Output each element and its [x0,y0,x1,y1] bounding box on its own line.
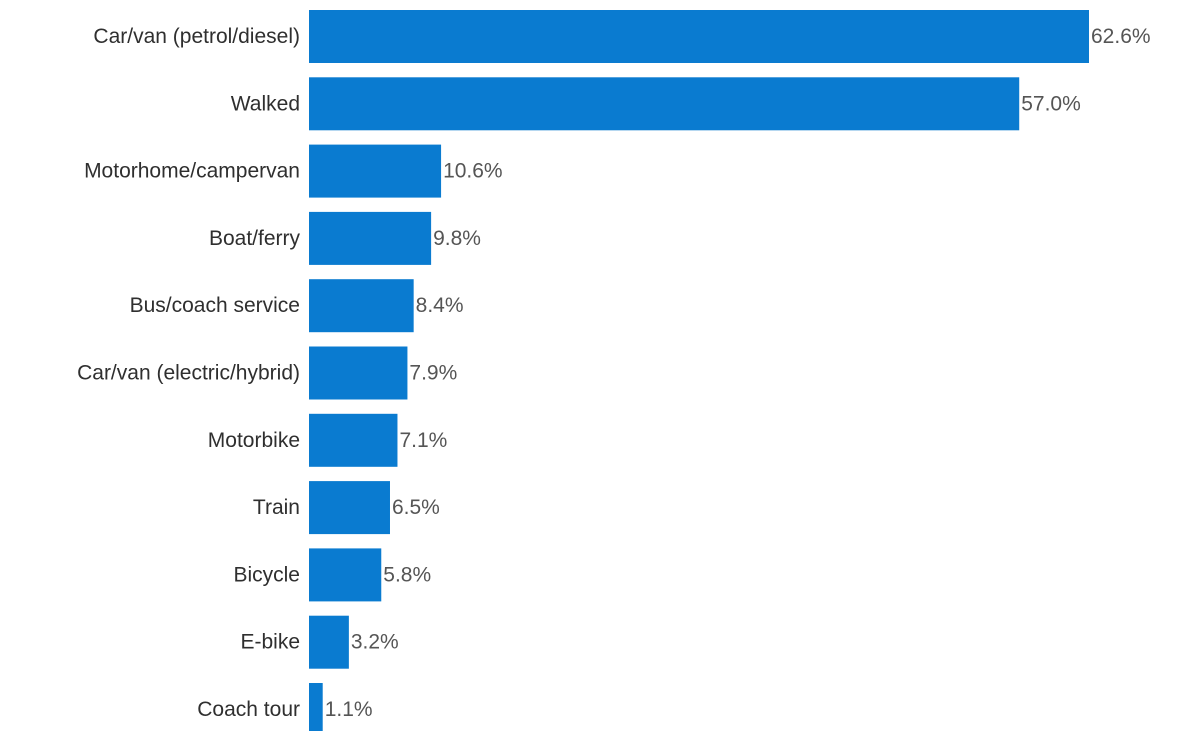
bar [309,615,349,669]
category-label: Walked [231,92,300,115]
value-label: 57.0% [1021,92,1081,115]
value-label: 8.4% [416,294,464,317]
category-label: Motorbike [208,429,300,452]
category-label: Car/van (electric/hybrid) [77,362,300,385]
value-label: 3.2% [351,631,399,654]
value-label: 10.6% [443,160,503,183]
category-label: E-bike [240,631,300,654]
value-label: 6.5% [392,496,440,519]
category-labels-layer: Car/van (petrol/diesel) Walked Motorhome/c… [77,25,300,721]
category-label: Bicycle [233,563,300,586]
value-label: 62.6% [1091,25,1151,48]
bar [309,481,390,535]
value-label: 7.9% [409,362,457,385]
bar [309,77,1020,131]
value-label: 7.1% [399,429,447,452]
bar [309,10,1089,63]
bar [309,144,442,198]
bar [309,413,398,467]
category-label: Boat/ferry [209,227,301,250]
bar [309,211,432,265]
bar [309,548,382,602]
value-label: 1.1% [325,698,373,721]
value-label: 9.8% [433,227,481,250]
bar [309,683,323,731]
category-label: Bus/coach service [130,294,300,317]
bar [309,279,414,333]
category-label: Coach tour [197,698,300,721]
value-labels-layer: 62.6% 57.0% 10.6% 9.8% 8.4% 7.9% 7.1% 6.5% 5.8% 3… [325,25,1151,721]
bars-layer [309,10,1089,731]
category-label: Car/van (petrol/diesel) [93,25,300,48]
category-label: Motorhome/campervan [84,160,300,183]
category-label: Train [253,496,300,519]
value-label: 5.8% [383,563,431,586]
bar [309,346,408,400]
